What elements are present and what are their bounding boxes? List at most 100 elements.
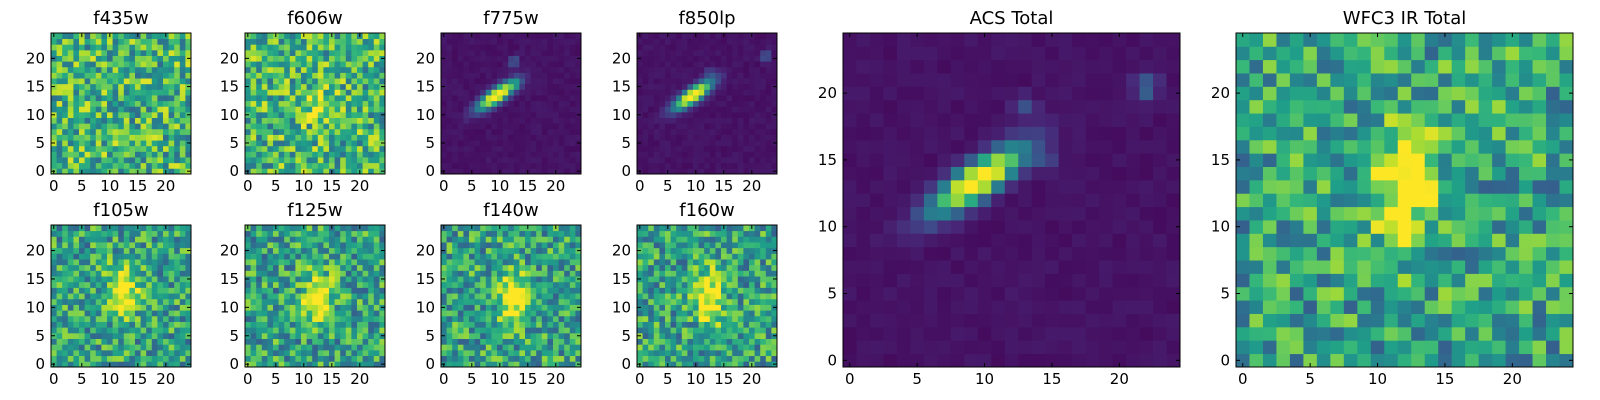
heatmap-cell <box>491 145 498 152</box>
heatmap-cell <box>446 168 453 175</box>
x-tick-label: 5 <box>912 370 922 388</box>
heatmap-cell <box>547 100 554 107</box>
heatmap-cell <box>168 100 175 107</box>
heatmap-cell <box>536 355 543 362</box>
heatmap-cell <box>90 298 97 305</box>
heatmap-cell <box>140 72 147 79</box>
heatmap-cell <box>95 33 102 40</box>
heatmap-cell <box>497 327 503 334</box>
heatmap-cell <box>513 66 520 73</box>
heatmap-cell <box>569 355 576 362</box>
heatmap-cell <box>56 259 63 266</box>
heatmap-cell <box>452 145 459 152</box>
heatmap-cell <box>284 128 291 135</box>
heatmap-cell <box>749 83 755 90</box>
heatmap-cell <box>732 100 739 107</box>
heatmap-cell <box>368 225 375 232</box>
heatmap-cell <box>329 344 335 351</box>
heatmap-cell <box>312 304 319 311</box>
heatmap-cell <box>317 83 324 90</box>
heatmap-cell <box>174 293 181 300</box>
heatmap-cell <box>637 100 643 107</box>
heatmap-cell <box>73 38 80 45</box>
heatmap-cell <box>135 123 141 130</box>
heatmap-cell <box>896 273 911 288</box>
heatmap-cell <box>754 157 761 164</box>
heatmap-cell <box>704 157 711 164</box>
heatmap-cell <box>508 332 515 339</box>
heatmap-cell <box>323 145 330 152</box>
heatmap-cell <box>373 225 380 232</box>
heatmap-cell <box>676 157 683 164</box>
heatmap-cell <box>964 353 979 368</box>
heatmap-cell <box>295 162 302 169</box>
heatmap-cell <box>843 273 857 288</box>
heatmap-cell <box>295 242 302 249</box>
heatmap-cell <box>765 61 772 68</box>
heatmap-cell <box>245 259 251 266</box>
heatmap-cell <box>1139 220 1154 234</box>
heatmap-cell <box>301 327 307 334</box>
heatmap-cell <box>1058 260 1073 274</box>
heatmap-cell <box>575 38 582 45</box>
heatmap-cell <box>457 157 464 164</box>
heatmap-cell <box>256 287 263 294</box>
heatmap-cell <box>261 111 268 118</box>
heatmap-cell <box>569 349 576 357</box>
heatmap-cell <box>95 344 102 351</box>
heatmap-cell <box>368 95 375 102</box>
heatmap-cell <box>301 128 307 135</box>
heatmap-cell <box>118 225 125 232</box>
heatmap-cell <box>648 128 655 135</box>
heatmap-cell <box>334 230 341 237</box>
heatmap-cell <box>79 38 85 45</box>
heatmap-cell <box>676 100 683 107</box>
heatmap-cell <box>457 281 464 288</box>
heatmap-cell <box>56 123 63 130</box>
heatmap-cell <box>1045 139 1060 154</box>
heatmap-cell <box>62 44 69 51</box>
heatmap-cell <box>256 33 263 40</box>
heatmap-cell <box>323 355 330 362</box>
heatmap-cell <box>334 89 341 96</box>
heatmap-cell <box>950 126 965 141</box>
heatmap-cell <box>569 123 576 130</box>
heatmap-cell <box>151 134 158 141</box>
heatmap-cell <box>373 78 380 85</box>
heatmap-cell <box>51 287 57 294</box>
heatmap-cell <box>513 361 520 368</box>
heatmap-cell <box>95 321 102 328</box>
heatmap-cell <box>737 49 744 56</box>
heatmap-cell <box>508 117 515 124</box>
heatmap-cell <box>937 126 952 141</box>
heatmap-cell <box>56 225 63 232</box>
heatmap-cell <box>157 123 164 130</box>
heatmap-cell <box>469 315 475 322</box>
heatmap-cell <box>883 86 898 101</box>
heatmap-cell <box>569 338 576 345</box>
heatmap-cell <box>480 162 487 169</box>
heatmap-cell <box>485 95 492 102</box>
heatmap-cell <box>485 145 492 152</box>
heatmap-cell <box>118 276 125 283</box>
heatmap-cell <box>340 355 347 362</box>
heatmap-cell <box>569 140 576 147</box>
heatmap-cell <box>250 270 257 277</box>
heatmap-cell <box>107 151 113 158</box>
heatmap-cell <box>261 338 268 345</box>
heatmap-cell <box>485 117 492 124</box>
heatmap-cell <box>245 100 251 107</box>
heatmap-cell <box>856 139 871 154</box>
heatmap-cell <box>340 117 347 124</box>
heatmap-cell <box>73 315 80 322</box>
heatmap-cell <box>368 72 375 79</box>
heatmap-cell <box>452 304 459 311</box>
heatmap-cell <box>95 72 102 79</box>
heatmap-cell <box>284 83 291 90</box>
heatmap-cell <box>168 344 175 351</box>
heatmap-cell <box>123 264 130 271</box>
heatmap-cell <box>564 33 571 40</box>
heatmap-cell <box>312 321 319 328</box>
heatmap-cell <box>357 44 363 51</box>
